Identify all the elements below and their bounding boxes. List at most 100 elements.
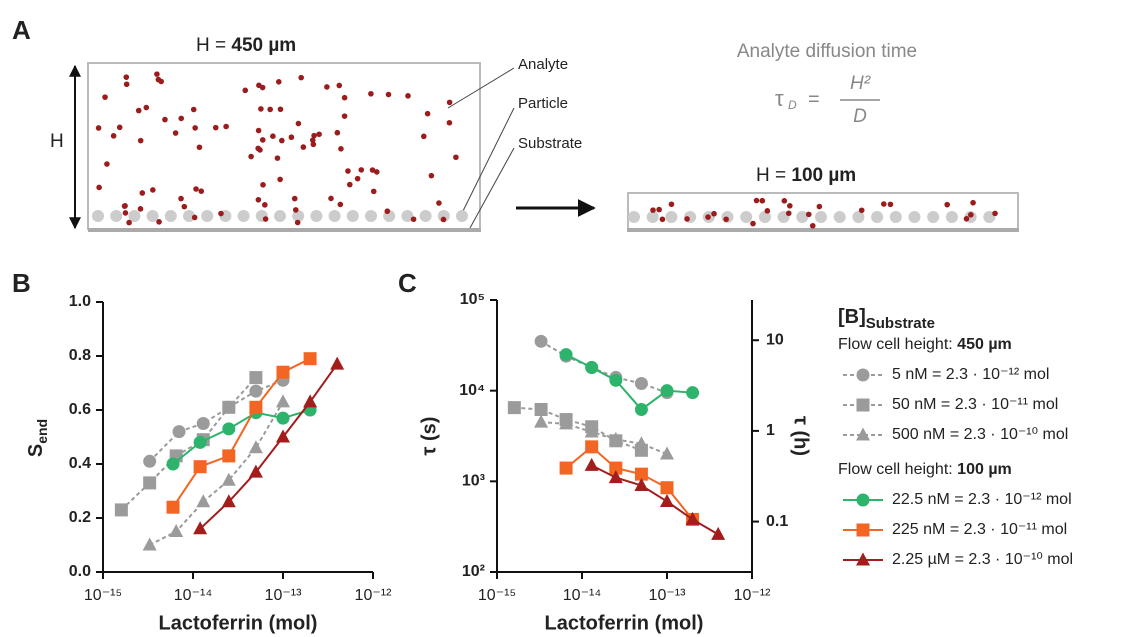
y-tick-label: 0.0: [69, 563, 91, 580]
marker: [193, 460, 207, 474]
analyte: [277, 106, 284, 113]
marker: [585, 440, 599, 454]
analyte: [424, 110, 431, 117]
marker: [559, 416, 574, 430]
analyte: [446, 119, 453, 126]
x-axis-label: Lactoferrin (mol): [545, 612, 704, 634]
marker: [303, 352, 317, 366]
analyte: [123, 81, 130, 88]
marker: [249, 371, 263, 385]
particle: [796, 211, 809, 223]
y-tick-label: 0.2: [69, 509, 91, 526]
analyte: [781, 198, 788, 204]
particle: [889, 211, 902, 223]
particle: [92, 210, 104, 222]
analyte: [428, 172, 435, 179]
marker: [660, 493, 674, 507]
formula-lhs: τ: [775, 86, 784, 111]
particle: [646, 211, 659, 223]
marker: [143, 476, 157, 490]
analyte: [139, 190, 146, 196]
particle: [852, 211, 865, 223]
marker: [222, 400, 236, 414]
analyte: [787, 203, 793, 209]
legend-marker: [856, 493, 870, 507]
analyte: [150, 187, 156, 193]
panel-label: B: [12, 268, 31, 298]
analyte: [277, 176, 283, 183]
diagram: H = 450 µm H = 100 µm H Analyte Particle…: [50, 35, 1019, 232]
analyte: [294, 219, 301, 226]
marker: [660, 446, 674, 460]
analyte: [137, 206, 144, 212]
analyte: [421, 133, 427, 140]
label: Flow cell height:: [838, 336, 957, 353]
analyte: [750, 220, 756, 227]
y-tick-label: 10³: [462, 473, 485, 490]
series-line: [172, 409, 311, 465]
y-tick-label: 10⁵: [460, 291, 485, 308]
particle: [401, 210, 414, 222]
axis: [102, 302, 373, 573]
value: 100 µm: [791, 165, 856, 186]
analyte: [288, 134, 295, 141]
particle: [871, 211, 884, 223]
particle: [310, 210, 323, 222]
analyte: [785, 210, 792, 217]
marker: [634, 477, 649, 491]
analyte: [992, 210, 998, 217]
marker: [221, 494, 236, 508]
analyte: [809, 222, 816, 229]
legend-label: 22.5 nM = 2.3 · 10⁻¹² mol: [892, 491, 1072, 508]
analyte: [212, 124, 219, 131]
analyte: [255, 196, 262, 203]
marker: [507, 401, 521, 415]
analyte: [711, 210, 717, 217]
label: [B]: [838, 306, 866, 328]
analyte: [178, 115, 185, 122]
marker: [303, 394, 318, 408]
marker: [660, 481, 674, 495]
particle: [146, 210, 159, 222]
analyte: [298, 74, 304, 81]
label: H =: [756, 165, 791, 186]
marker: [685, 511, 700, 525]
legend-marker: [856, 552, 870, 566]
marker: [166, 500, 180, 514]
legend-label: 500 nM = 2.3 · 10⁻¹⁰ mol: [892, 426, 1068, 443]
analyte: [816, 203, 823, 210]
marker: [142, 537, 157, 551]
marker: [686, 386, 700, 400]
analyte: [190, 106, 197, 113]
analyte: [259, 137, 266, 143]
legend-title: [B]Substrate: [838, 306, 935, 332]
analyte: [262, 202, 268, 208]
analyte: [341, 94, 348, 101]
analyte: [336, 82, 343, 89]
x-tick-label: 10⁻¹⁵: [478, 587, 516, 604]
analyte: [764, 208, 771, 214]
analyte: [292, 207, 299, 213]
analyte: [944, 201, 950, 208]
analyte: [328, 195, 334, 202]
y-tick-label: 10⁴: [459, 382, 485, 399]
marker: [249, 400, 263, 414]
legend-marker: [856, 398, 870, 412]
analyte: [309, 137, 316, 143]
label: Flow cell height:: [838, 461, 957, 478]
analyte: [887, 201, 894, 208]
height-title: H = 450 µm: [196, 35, 296, 56]
particle: [945, 211, 958, 223]
y-tick-label: 1.0: [69, 293, 91, 310]
analyte: [198, 188, 205, 194]
formula-den: D: [853, 106, 867, 127]
analyte: [370, 188, 377, 195]
y2-tick-label: 1: [766, 422, 775, 439]
marker: [585, 361, 599, 375]
x-tick-label: 10⁻¹⁵: [84, 587, 122, 604]
analyte: [684, 216, 690, 222]
analyte: [300, 144, 307, 150]
label: H =: [196, 35, 231, 56]
x-tick-label: 10⁻¹⁴: [563, 587, 602, 604]
analyte: [968, 211, 974, 218]
